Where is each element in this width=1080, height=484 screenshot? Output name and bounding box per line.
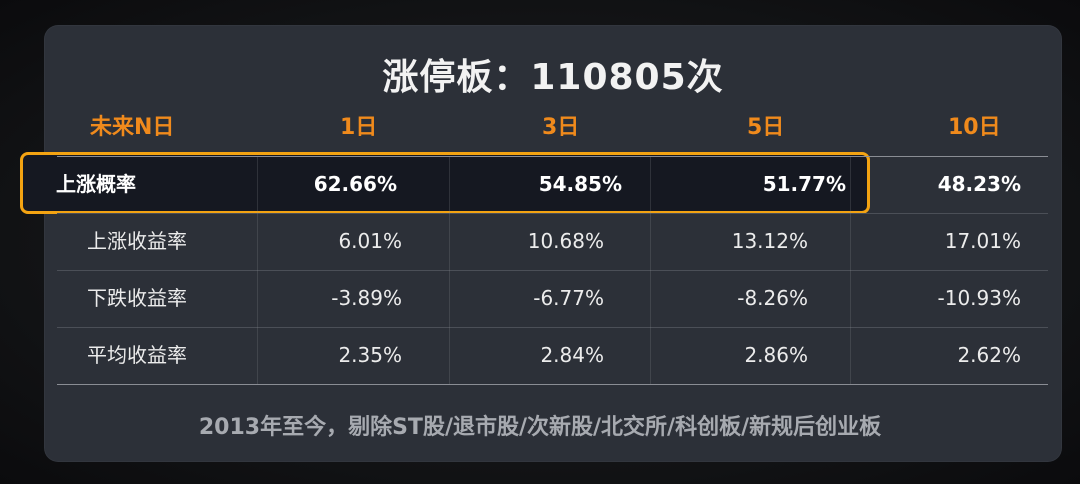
stats-card: 涨停板：110805次: [44, 25, 1062, 462]
card-title: 涨停板：110805次: [382, 57, 724, 98]
row-divider: [57, 270, 1048, 271]
header-col-3: 3日: [542, 115, 580, 140]
col-divider: [449, 156, 450, 213]
table-row: 上涨收益率 6.01% 10.68% 13.12% 17.01%: [57, 213, 1048, 270]
table-row: 上涨概率 62.66% 54.85% 51.77% 48.23%: [56, 156, 1048, 213]
cell-value: 54.85%: [538, 172, 622, 196]
col-divider: [257, 327, 258, 384]
header-col-5: 5日: [747, 115, 785, 140]
cell-value: 2.84%: [540, 343, 604, 367]
row-label: 上涨概率: [56, 172, 136, 196]
cell-value: 48.23%: [937, 172, 1021, 196]
table-header-row: 未来N日 1日 3日 5日 10日: [57, 106, 1048, 150]
cell-value: 2.35%: [338, 343, 402, 367]
header-col-1: 1日: [340, 115, 378, 140]
row-divider: [57, 327, 1048, 328]
cell-value: 51.77%: [762, 172, 846, 196]
col-divider: [449, 213, 450, 270]
col-divider: [449, 270, 450, 327]
col-divider: [850, 270, 851, 327]
col-divider: [257, 213, 258, 270]
cell-value: 17.01%: [944, 229, 1021, 253]
cell-value: 13.12%: [731, 229, 808, 253]
col-divider: [257, 156, 258, 213]
cell-value: 2.62%: [957, 343, 1021, 367]
row-label: 平均收益率: [87, 343, 187, 367]
cell-value: 62.66%: [313, 172, 397, 196]
cell-value: 6.01%: [338, 229, 402, 253]
highlight-box: [20, 152, 870, 214]
header-divider: [57, 156, 1048, 157]
cell-value: -6.77%: [533, 286, 604, 310]
row-label: 上涨收益率: [87, 229, 187, 253]
col-divider: [650, 213, 651, 270]
table-row: 下跌收益率 -3.89% -6.77% -8.26% -10.93%: [57, 270, 1048, 327]
col-divider: [650, 327, 651, 384]
header-col-10: 10日: [948, 115, 1001, 140]
header-label: 未来N日: [90, 115, 175, 140]
table-bottom-divider: [57, 384, 1048, 385]
col-divider: [850, 327, 851, 384]
cell-value: 2.86%: [744, 343, 808, 367]
row-label: 下跌收益率: [87, 286, 187, 310]
col-divider: [257, 270, 258, 327]
col-divider: [850, 156, 851, 213]
cell-value: -8.26%: [737, 286, 808, 310]
col-divider: [650, 156, 651, 213]
col-divider: [449, 327, 450, 384]
footer-note: 2013年至今，剔除ST股/退市股/次新股/北交所/科创板/新规后创业板: [198, 415, 882, 440]
row-divider: [57, 213, 1048, 214]
col-divider: [650, 270, 651, 327]
cell-value: -10.93%: [937, 286, 1021, 310]
col-divider: [850, 213, 851, 270]
cell-value: -3.89%: [331, 286, 402, 310]
table-row: 平均收益率 2.35% 2.84% 2.86% 2.62%: [57, 327, 1048, 384]
cell-value: 10.68%: [527, 229, 604, 253]
